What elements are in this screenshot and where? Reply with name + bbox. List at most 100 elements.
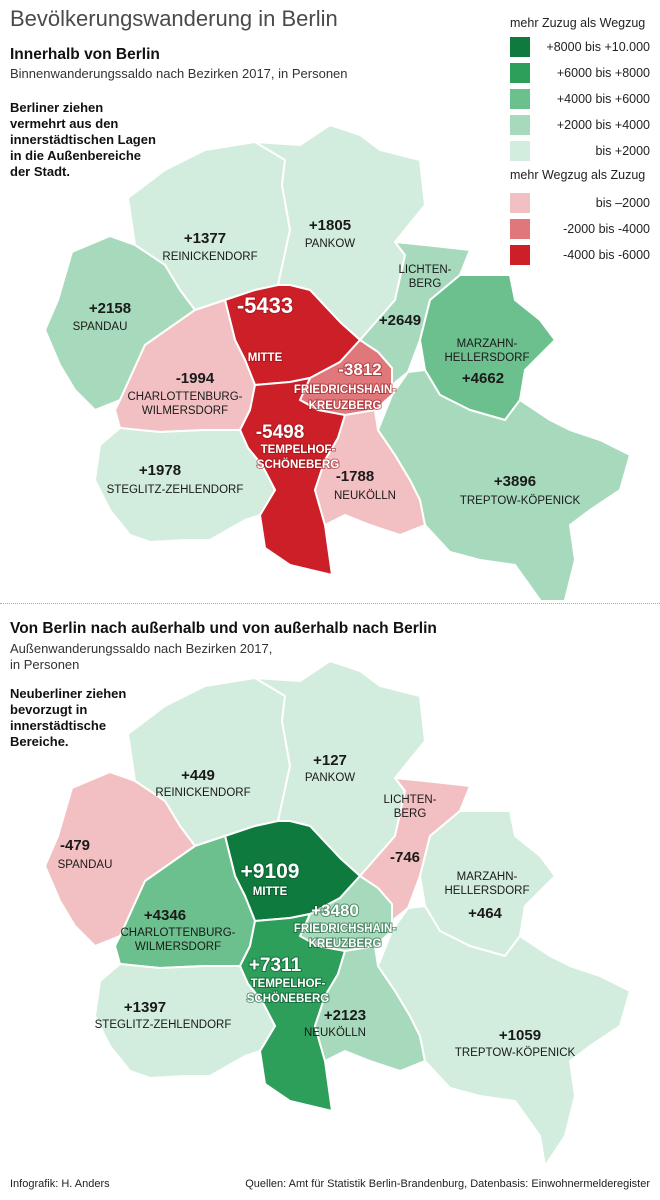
- legend-item: +4000 bis +6000: [510, 89, 660, 111]
- note-line: Neuberliner ziehen: [10, 686, 127, 701]
- legend-label: bis –2000: [595, 196, 650, 210]
- footer-credit: Infografik: H. Anders: [10, 1178, 110, 1190]
- section1-note: Berliner ziehen vermehrt aus den innerst…: [10, 100, 156, 180]
- legend-swatch: [510, 141, 530, 161]
- district-name-treptow: TREPTOW-KÖPENICK: [460, 495, 581, 507]
- district-treptow: [377, 905, 631, 1167]
- section1-title: Innerhalb von Berlin: [10, 46, 160, 63]
- district-value-treptow: +3896: [494, 473, 536, 490]
- district-name-friedrichshain: KREUZBERG: [309, 938, 382, 950]
- district-name-charlottenburg: WILMERSDORF: [135, 941, 221, 953]
- legend-item: +8000 bis +10.000: [510, 37, 660, 59]
- legend-label: -4000 bis -6000: [563, 248, 650, 262]
- section-divider: [0, 603, 660, 604]
- district-name-tempelhof: TEMPELHOF-: [251, 978, 326, 990]
- district-value-mitte: +9109: [241, 860, 300, 883]
- legend-item: -2000 bis -4000: [510, 219, 660, 241]
- district-shapes: [44, 124, 631, 600]
- district-value-treptow: +1059: [499, 1027, 541, 1044]
- section2-title: Von Berlin nach außerhalb und von außerh…: [10, 620, 437, 637]
- footer-sources: Quellen: Amt für Statistik Berlin-Brande…: [245, 1178, 650, 1190]
- section2-subtitle: Außenwanderungssaldo nach Bezirken 2017,…: [10, 641, 272, 673]
- district-value-spandau: -479: [60, 837, 90, 854]
- district-name-lichtenberg: LICHTEN-: [383, 794, 436, 806]
- district-value-reinickendorf: +1377: [184, 230, 226, 247]
- district-name-marzahn: MARZAHN-: [457, 871, 518, 883]
- legend-item: +6000 bis +8000: [510, 63, 660, 85]
- district-value-pankow: +1805: [309, 217, 351, 234]
- district-value-friedrichshain: +3480: [311, 901, 359, 920]
- district-name-marzahn: HELLERSDORF: [445, 352, 530, 364]
- district-value-lichtenberg: +2649: [379, 312, 421, 329]
- district-value-charlottenburg: +4346: [144, 907, 186, 924]
- note-line: der Stadt.: [10, 164, 70, 179]
- legend-label: bis +2000: [595, 144, 650, 158]
- legend-swatch: [510, 37, 530, 57]
- page-title: Bevölkerungswanderung in Berlin: [10, 6, 338, 31]
- legend-heading-plus: mehr Zuzug als Wegzug: [510, 16, 646, 30]
- district-value-spandau: +2158: [89, 300, 131, 317]
- district-value-mitte: -5433: [237, 293, 293, 318]
- district-name-marzahn: HELLERSDORF: [445, 885, 530, 897]
- legend-swatch: [510, 193, 530, 213]
- district-shapes: [44, 660, 631, 1167]
- subtitle-line: in Personen: [10, 657, 80, 672]
- district-name-neukoelln: NEUKÖLLN: [304, 1027, 366, 1039]
- district-name-friedrichshain: KREUZBERG: [309, 400, 382, 412]
- legend-swatch: [510, 89, 530, 109]
- district-name-treptow: TREPTOW-KÖPENICK: [455, 1047, 576, 1059]
- district-name-tempelhof: TEMPELHOF-: [261, 444, 336, 456]
- legend-swatch: [510, 245, 530, 265]
- note-line: innerstädtische: [10, 718, 107, 733]
- legend-item: +2000 bis +4000: [510, 115, 660, 137]
- district-name-reinickendorf: REINICKENDORF: [155, 787, 250, 799]
- district-name-pankow: PANKOW: [305, 238, 355, 250]
- district-value-tempelhof: -5498: [256, 422, 305, 443]
- note-line: vermehrt aus den: [10, 116, 119, 131]
- legend-heading-minus: mehr Wegzug als Zuzug: [510, 168, 646, 182]
- district-labels: +1377 REINICKENDORF +1805 PANKOW +2158 SPANDA…: [73, 217, 581, 507]
- district-name-spandau: SPANDAU: [58, 859, 113, 871]
- note-line: in die Außenbereiche: [10, 148, 141, 163]
- district-name-charlottenburg: CHARLOTTENBURG-: [127, 391, 242, 403]
- district-name-mitte: MITTE: [253, 886, 288, 898]
- legend-swatch: [510, 115, 530, 135]
- legend-label: -2000 bis -4000: [563, 222, 650, 236]
- district-steglitz: [94, 427, 276, 543]
- district-value-steglitz: +1397: [124, 999, 166, 1016]
- legend-label: +6000 bis +8000: [556, 66, 650, 80]
- legend-label: +2000 bis +4000: [556, 118, 650, 132]
- legend-item: -4000 bis -6000: [510, 245, 660, 267]
- district-name-mitte: MITTE: [248, 352, 283, 364]
- subtitle-line: Außenwanderungssaldo nach Bezirken 2017,: [10, 641, 273, 656]
- section2-note: Neuberliner ziehen bevorzugt in innerstä…: [10, 686, 126, 750]
- district-value-steglitz: +1978: [139, 462, 181, 479]
- district-name-pankow: PANKOW: [305, 772, 355, 784]
- district-name-neukoelln: NEUKÖLLN: [334, 490, 396, 502]
- district-name-reinickendorf: REINICKENDORF: [162, 251, 257, 263]
- district-name-friedrichshain: FRIEDRICHSHAIN-: [294, 384, 396, 396]
- district-value-reinickendorf: +449: [181, 767, 215, 784]
- legend-item: bis –2000: [510, 193, 660, 215]
- legend-item: bis +2000: [510, 141, 660, 163]
- district-value-tempelhof: +7311: [249, 955, 302, 976]
- note-line: Bereiche.: [10, 734, 69, 749]
- district-name-lichtenberg: BERG: [394, 808, 427, 820]
- district-value-neukoelln: -1788: [336, 468, 374, 485]
- district-treptow: [377, 369, 631, 600]
- district-name-tempelhof: SCHÖNEBERG: [247, 992, 329, 1005]
- district-value-marzahn: +4662: [462, 370, 504, 387]
- legend-label: +4000 bis +6000: [556, 92, 650, 106]
- district-value-pankow: +127: [313, 752, 347, 769]
- note-line: bevorzugt in: [10, 702, 88, 717]
- note-line: innerstädtischen Lagen: [10, 132, 156, 147]
- district-value-lichtenberg: -746: [390, 849, 420, 866]
- legend-swatch: [510, 63, 530, 83]
- district-name-marzahn: MARZAHN-: [457, 338, 518, 350]
- note-line: Berliner ziehen: [10, 100, 104, 115]
- district-name-lichtenberg: BERG: [409, 278, 442, 290]
- district-name-charlottenburg: WILMERSDORF: [142, 405, 228, 417]
- district-steglitz: [94, 963, 276, 1079]
- map-binnenwanderung: +1377 REINICKENDORF +1805 PANKOW +2158 SPANDA…: [44, 124, 631, 600]
